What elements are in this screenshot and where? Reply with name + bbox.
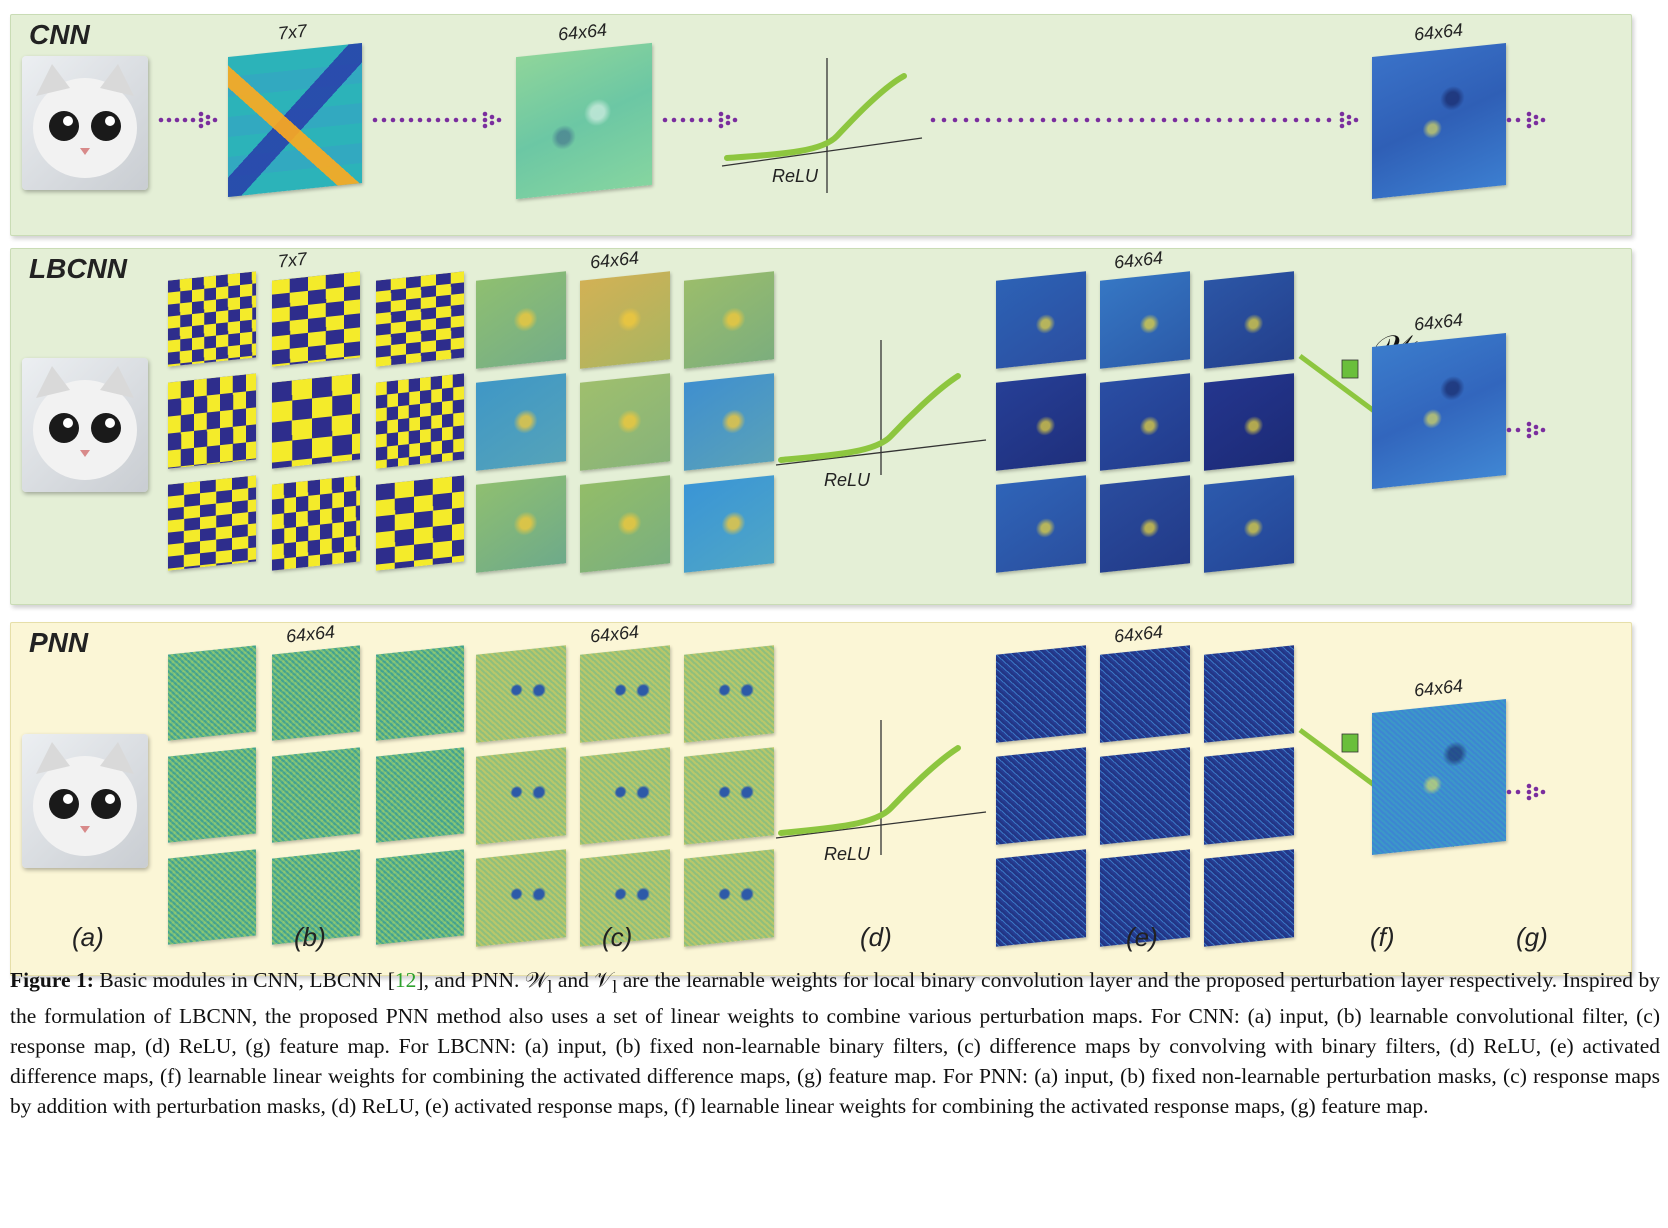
lbcnn-difference-map — [684, 475, 774, 573]
cnn-arrow-out — [1506, 110, 1546, 130]
lbcnn-binary-filter — [168, 475, 256, 571]
sublabel-d: (d) — [860, 922, 892, 952]
caption-subscript-1: l — [547, 976, 553, 997]
cnn-arrow-3 — [662, 110, 742, 130]
lbcnn-binary-filter — [376, 373, 464, 469]
lbcnn-activated-map — [1204, 475, 1294, 573]
cnn-response-map — [516, 42, 652, 200]
pnn-activated-map — [1204, 645, 1294, 743]
lbcnn-binary-filter — [272, 475, 360, 571]
lbcnn-binary-filter — [168, 271, 256, 367]
pnn-response-map — [684, 645, 774, 743]
lbcnn-filter-dim-label: 7x7 — [276, 248, 308, 272]
lbcnn-activated-map — [996, 271, 1086, 369]
pnn-perturbation-mask — [272, 747, 360, 843]
cnn-filter-dim-label: 7x7 — [276, 20, 308, 44]
caption-citation-link[interactable]: 12 — [394, 968, 417, 992]
lbcnn-difference-map — [684, 373, 774, 471]
pnn-activated-map — [996, 747, 1086, 845]
column-sublabels: (a) (b) (c) (d) (e) (f) (g) — [0, 922, 1668, 962]
lbcnn-binary-filter — [272, 373, 360, 469]
pnn-perturbation-mask — [168, 747, 256, 843]
caption-text-1: Basic modules in CNN, LBCNN [ — [93, 968, 395, 992]
caption-text-4: are the learnable weights for local bina… — [10, 968, 1660, 1119]
lbcnn-activated-map — [1100, 475, 1190, 573]
lbcnn-difference-map — [476, 271, 566, 369]
lbcnn-relu-label: ReLU — [824, 470, 871, 490]
row-label-lbcnn: LBCNN — [29, 253, 127, 284]
pnn-perturbation-mask — [168, 645, 256, 741]
pnn-response-map — [476, 747, 566, 845]
pnn-feature-map — [1372, 698, 1506, 856]
lbcnn-difference-map — [476, 373, 566, 471]
sublabel-f: (f) — [1370, 922, 1395, 952]
lbcnn-difference-map — [580, 373, 670, 471]
lbcnn-activated-map — [1100, 373, 1190, 471]
pnn-perturbation-mask — [376, 747, 464, 843]
lbcnn-difference-map — [684, 271, 774, 369]
row-label-cnn: CNN — [29, 19, 90, 50]
pnn-response-map — [580, 645, 670, 743]
pnn-activated-map — [1100, 747, 1190, 845]
lbcnn-binary-filter — [376, 475, 464, 571]
cnn-conv-filter — [228, 42, 362, 198]
cnn-arrow-4 — [930, 110, 1362, 130]
sublabel-b: (b) — [294, 922, 326, 952]
caption-subscript-2: l — [612, 976, 618, 997]
sublabel-a: (a) — [72, 922, 104, 952]
sublabel-g: (g) — [1516, 922, 1548, 952]
row-label-pnn: PNN — [29, 627, 89, 658]
lbcnn-activated-map — [1204, 373, 1294, 471]
lbcnn-activated-map — [1204, 271, 1294, 369]
caption-text-3: and 𝒱 — [552, 968, 613, 992]
lbcnn-arrow-out — [1506, 420, 1546, 440]
pnn-response-map — [580, 747, 670, 845]
lbcnn-relu-plot: ReLU — [775, 340, 987, 490]
caption-text-2: ], and PNN. 𝒲 — [416, 968, 548, 992]
pnn-perturbation-mask — [376, 645, 464, 741]
lbcnn-difference-map — [580, 271, 670, 369]
pnn-activated-map — [996, 645, 1086, 743]
lbcnn-activated-map — [996, 373, 1086, 471]
pnn-response-map — [476, 645, 566, 743]
sublabel-c: (c) — [602, 922, 633, 952]
cnn-relu-plot: ReLU — [721, 58, 932, 208]
figure-caption: Figure 1: Basic modules in CNN, LBCNN [1… — [10, 965, 1660, 1121]
lbcnn-binary-filter — [168, 373, 256, 469]
pnn-relu-plot: ReLU — [775, 720, 987, 870]
sublabel-e: (e) — [1126, 922, 1158, 952]
cnn-input-cat-image — [22, 56, 148, 190]
lbcnn-input-cat-image — [22, 358, 148, 492]
cnn-arrow-2 — [372, 110, 504, 130]
lbcnn-binary-filter — [376, 271, 464, 367]
pnn-input-cat-image — [22, 734, 148, 868]
pnn-perturbation-mask — [272, 645, 360, 741]
cnn-arrow-1 — [158, 110, 220, 130]
pnn-relu-label: ReLU — [824, 844, 871, 864]
lbcnn-feature-map — [1372, 332, 1506, 490]
cnn-feature-map — [1372, 42, 1506, 200]
lbcnn-difference-map — [476, 475, 566, 573]
lbcnn-difference-map — [580, 475, 670, 573]
lbcnn-binary-filter — [272, 271, 360, 367]
lbcnn-activated-map — [996, 475, 1086, 573]
lbcnn-activated-map — [1100, 271, 1190, 369]
pnn-arrow-out — [1506, 782, 1546, 802]
caption-figure-label: Figure 1: — [10, 968, 94, 992]
cnn-relu-label: ReLU — [772, 166, 819, 186]
pnn-response-map — [684, 747, 774, 845]
pnn-activated-map — [1204, 747, 1294, 845]
pnn-activated-map — [1100, 645, 1190, 743]
